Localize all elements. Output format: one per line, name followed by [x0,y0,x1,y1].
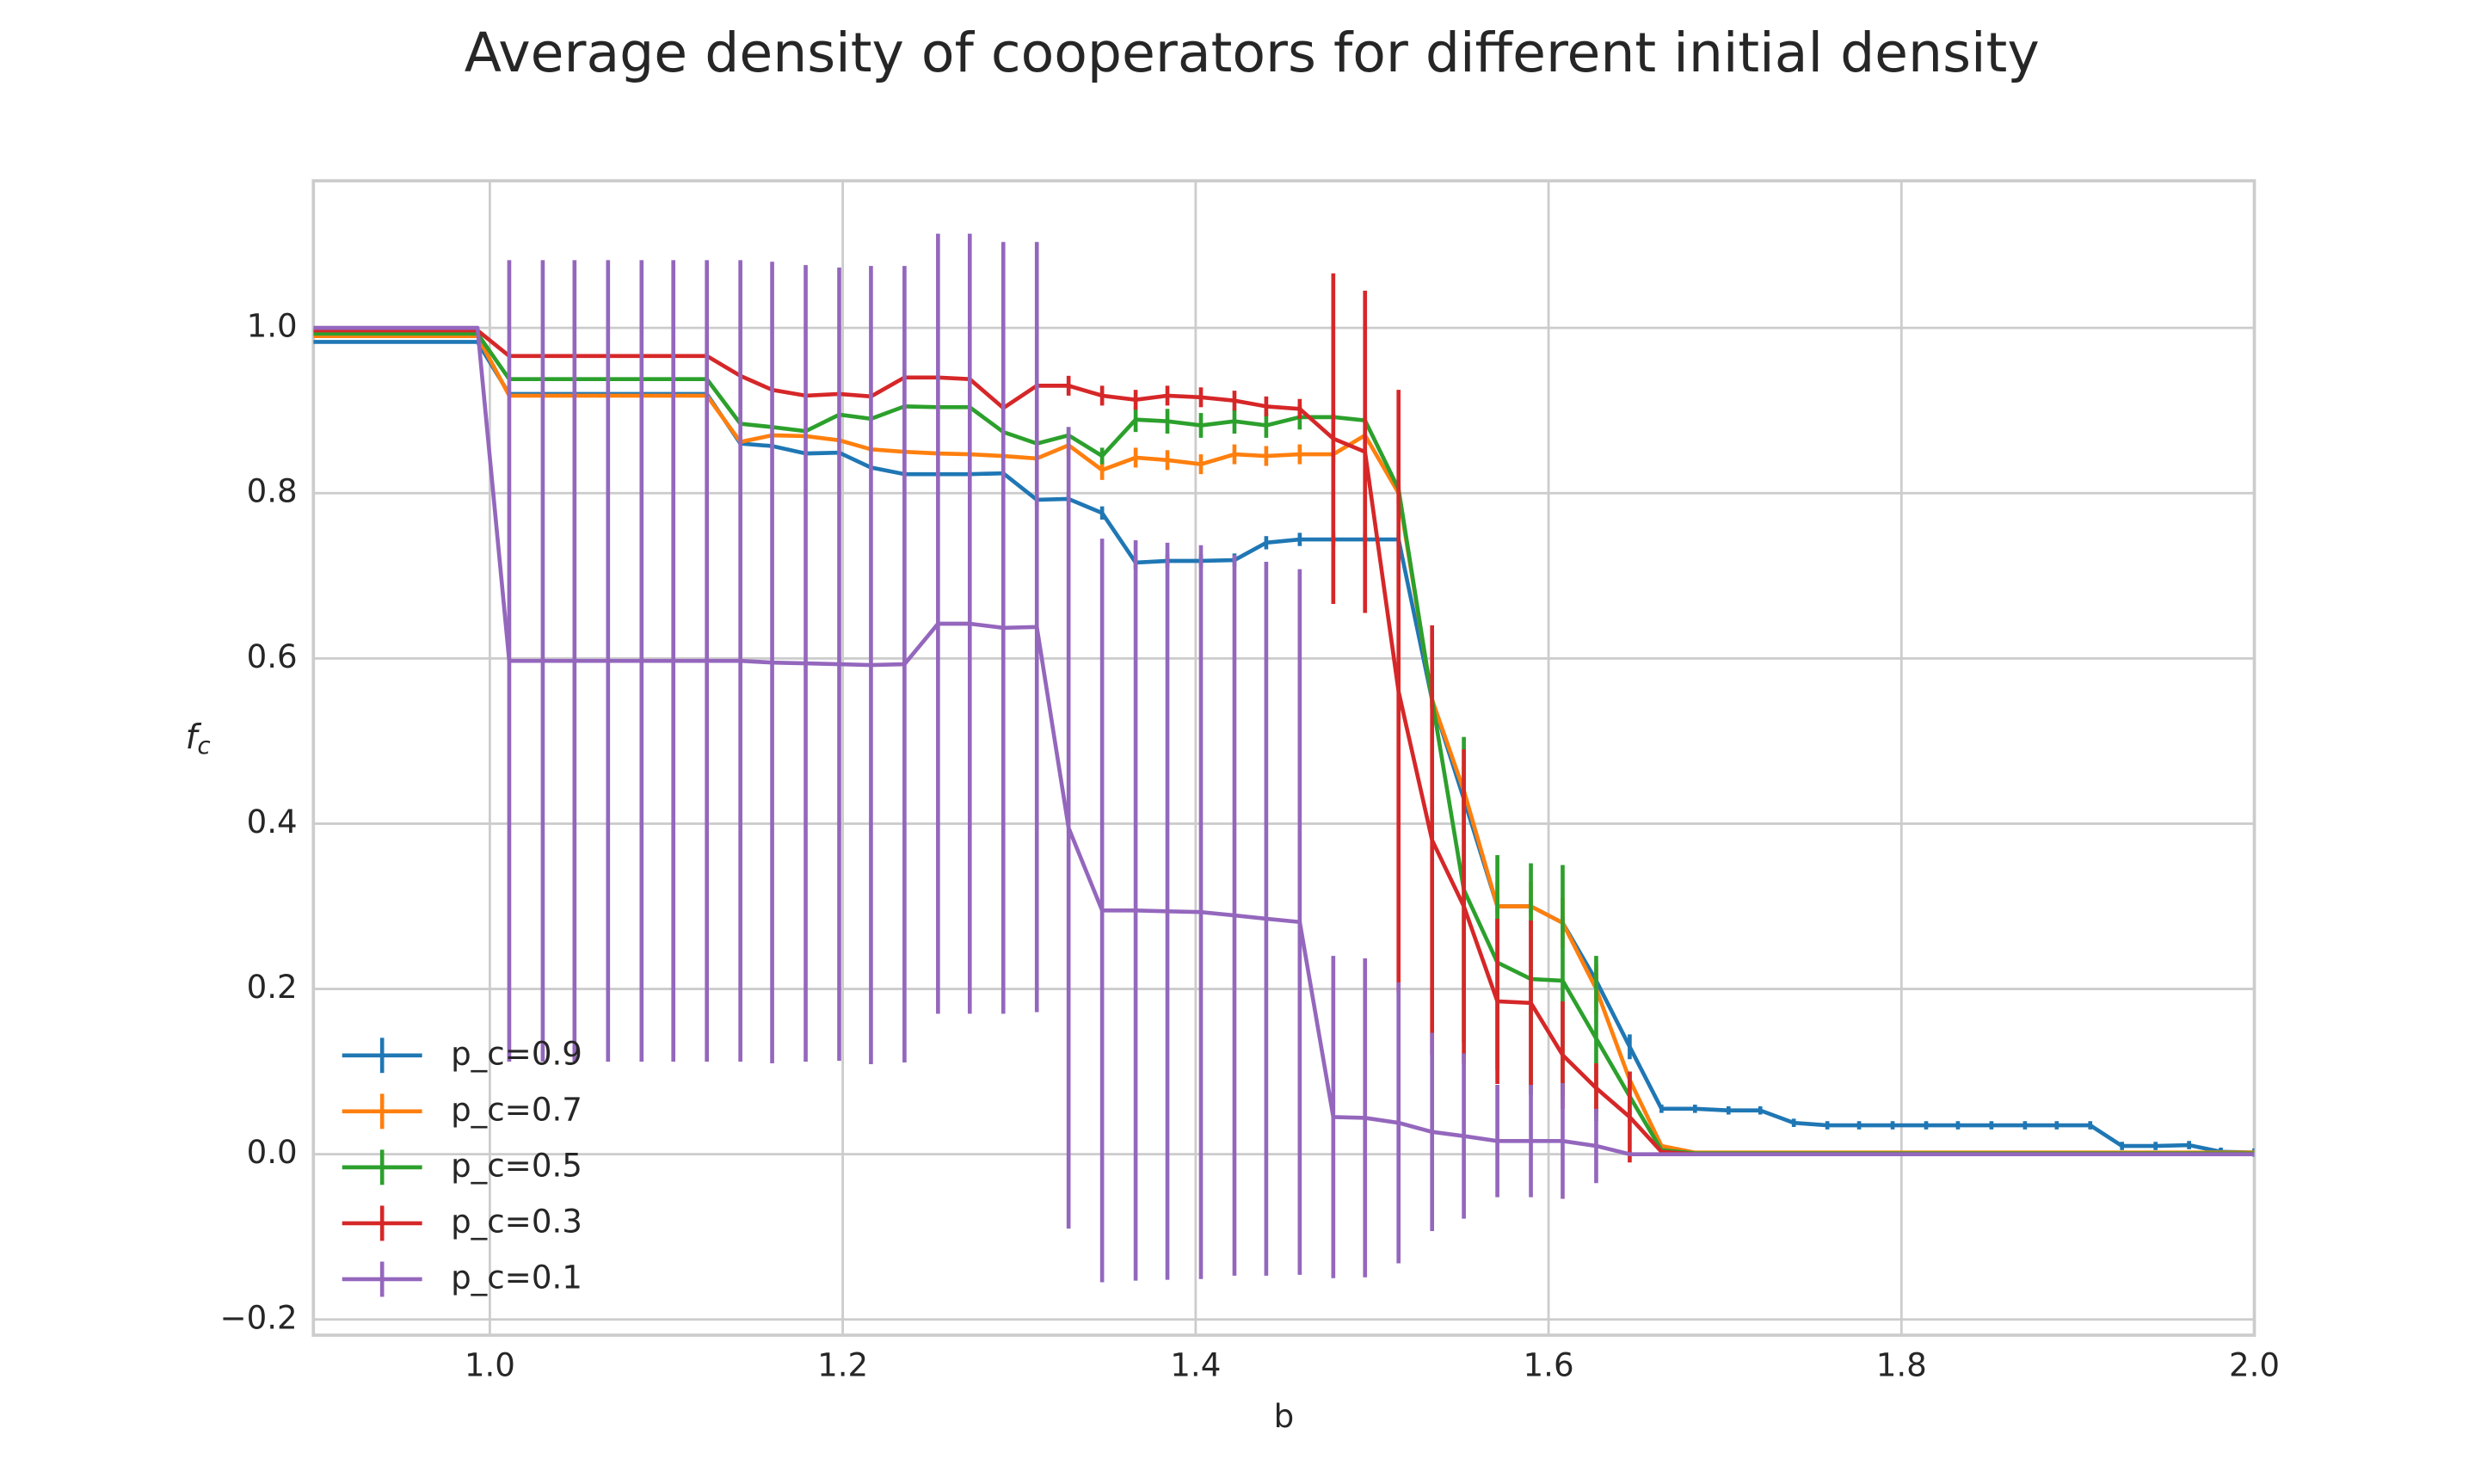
legend-label: p_c=0.1 [451,1258,582,1296]
y-tick-label: 0.4 [247,803,298,841]
y-tick-label: −0.2 [219,1298,297,1336]
x-tick-label: 2.0 [2229,1346,2280,1384]
x-tick-label: 1.0 [465,1346,515,1384]
x-axis-label: b [1274,1397,1295,1435]
x-tick-label: 1.4 [1170,1346,1221,1384]
series-line [313,340,2255,1155]
y-tick-label: 0.0 [247,1133,298,1171]
plot-area [313,233,2255,1283]
y-tick-label: 0.8 [247,472,298,510]
x-tick-label: 1.8 [1876,1346,1927,1384]
legend-label: p_c=0.7 [451,1090,582,1128]
y-tick-label: 0.2 [247,968,298,1006]
y-tick-label: 1.0 [247,307,298,345]
x-tick-label: 1.6 [1524,1346,1574,1384]
legend-label: p_c=0.9 [451,1034,582,1072]
plot-frame [311,179,2256,1337]
chart-title: Average density of cooperators for diffe… [465,21,2040,84]
series-line [313,325,2255,1156]
y-tick-label: 0.6 [247,637,298,675]
legend-label: p_c=0.3 [451,1202,582,1240]
x-tick-label: 1.2 [817,1346,868,1384]
legend-label: p_c=0.5 [451,1146,582,1184]
